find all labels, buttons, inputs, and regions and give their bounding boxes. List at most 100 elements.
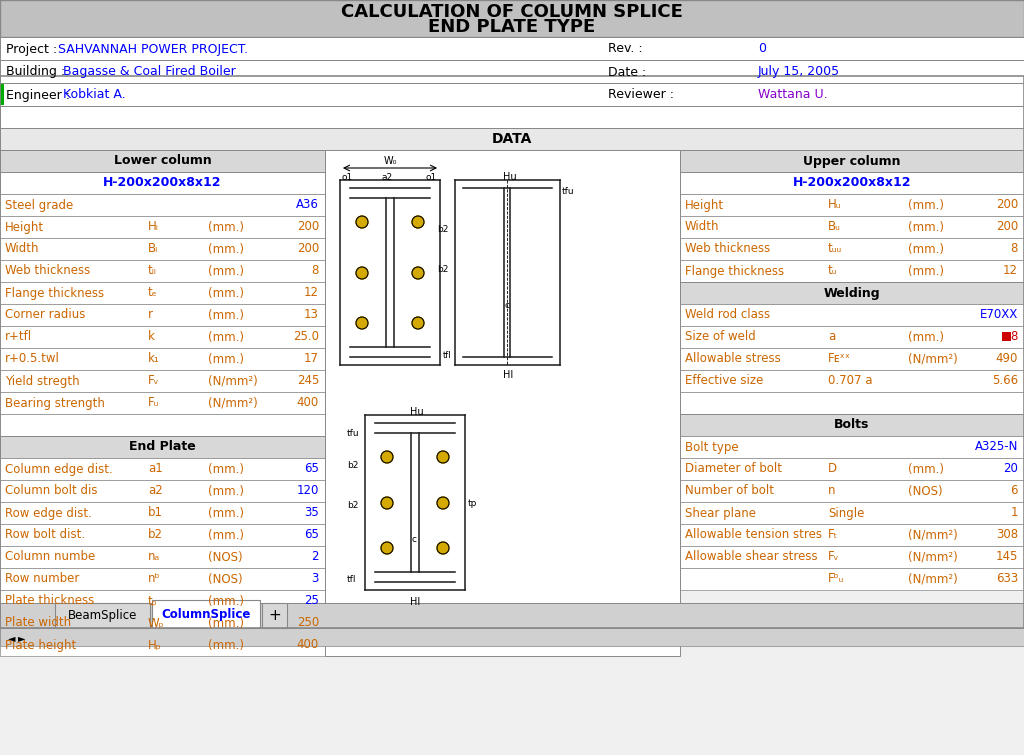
Bar: [680, 546, 1024, 568]
Text: 245: 245: [297, 374, 319, 387]
Text: (mm.): (mm.): [208, 507, 244, 519]
Text: (mm.): (mm.): [908, 463, 944, 476]
Text: tₗₗ: tₗₗ: [148, 264, 157, 278]
Bar: [0, 76, 1024, 628]
Text: Lower column: Lower column: [114, 155, 211, 168]
Bar: [0, 84, 4, 105]
Bar: [0, 370, 325, 392]
Text: k: k: [148, 331, 155, 344]
Bar: [680, 216, 1024, 238]
Text: Column numbe: Column numbe: [5, 550, 95, 563]
Text: 17: 17: [304, 353, 319, 365]
Text: a2: a2: [382, 174, 393, 183]
Text: (N/mm²): (N/mm²): [208, 396, 258, 409]
Text: b1: b1: [148, 507, 163, 519]
Bar: [680, 304, 1024, 326]
Bar: [680, 370, 1024, 392]
Text: Plate height: Plate height: [5, 639, 76, 652]
Text: 200: 200: [297, 242, 319, 255]
Text: ◄: ◄: [8, 633, 15, 643]
Text: 12: 12: [1002, 264, 1018, 278]
Text: 400: 400: [297, 639, 319, 652]
Text: (N/mm²): (N/mm²): [908, 572, 957, 585]
Text: (mm.): (mm.): [908, 199, 944, 211]
Text: A325-N: A325-N: [975, 440, 1018, 454]
Bar: [680, 568, 1024, 590]
Text: Flange thickness: Flange thickness: [5, 286, 104, 300]
Text: Building :: Building :: [6, 66, 70, 79]
Bar: [152, 600, 260, 628]
Bar: [680, 238, 1024, 260]
Text: tp: tp: [468, 498, 477, 507]
Bar: [0, 216, 325, 238]
Bar: [262, 603, 287, 628]
Text: Project :: Project :: [6, 42, 61, 56]
Text: (mm.): (mm.): [208, 463, 244, 476]
Bar: [680, 524, 1024, 546]
Circle shape: [412, 267, 424, 279]
Text: tᵤ: tᵤ: [828, 264, 838, 278]
Text: Effective size: Effective size: [685, 374, 763, 387]
Text: Height: Height: [685, 199, 724, 211]
Text: Hu: Hu: [410, 407, 424, 417]
Bar: [0, 282, 325, 304]
Text: Yield stregth: Yield stregth: [5, 374, 80, 387]
Text: 12: 12: [304, 286, 319, 300]
Bar: [0, 238, 325, 260]
Text: (mm.): (mm.): [208, 242, 244, 255]
Bar: [0, 304, 325, 326]
Text: 20: 20: [1004, 463, 1018, 476]
Text: E70XX: E70XX: [980, 309, 1018, 322]
Text: July 15, 2005: July 15, 2005: [758, 66, 840, 79]
Text: Corner radius: Corner radius: [5, 309, 85, 322]
Text: o1: o1: [342, 174, 353, 183]
Bar: [0, 414, 325, 436]
Text: (mm.): (mm.): [208, 485, 244, 498]
Text: c: c: [505, 300, 510, 310]
Text: (NOS): (NOS): [208, 550, 243, 563]
Text: b2: b2: [437, 226, 449, 235]
Circle shape: [437, 542, 449, 554]
Text: +: +: [268, 608, 281, 623]
Circle shape: [412, 216, 424, 228]
Text: ►: ►: [18, 633, 26, 643]
Text: (N/mm²): (N/mm²): [908, 528, 957, 541]
Text: Kobkiat A.: Kobkiat A.: [63, 88, 126, 101]
Text: Fᵥ: Fᵥ: [828, 550, 840, 563]
Text: (NOS): (NOS): [908, 485, 943, 498]
Text: Bₗ: Bₗ: [148, 242, 158, 255]
Bar: [0, 392, 325, 414]
Text: r+0.5.twl: r+0.5.twl: [5, 353, 59, 365]
Bar: [680, 348, 1024, 370]
Text: Wattana U.: Wattana U.: [758, 88, 827, 101]
Text: Width: Width: [685, 220, 720, 233]
Text: r: r: [148, 309, 153, 322]
Text: D: D: [828, 463, 838, 476]
Text: Web thickness: Web thickness: [685, 242, 770, 255]
Text: HI: HI: [503, 370, 513, 380]
Text: b2: b2: [347, 501, 358, 510]
Text: Shear plane: Shear plane: [685, 507, 756, 519]
Text: (mm.): (mm.): [208, 286, 244, 300]
Bar: [0, 502, 325, 524]
Bar: [0, 546, 325, 568]
Bar: [680, 172, 1024, 194]
Text: W₀: W₀: [383, 156, 396, 166]
Text: END PLATE TYPE: END PLATE TYPE: [428, 17, 596, 35]
Text: (mm.): (mm.): [208, 264, 244, 278]
Text: 8: 8: [1011, 242, 1018, 255]
Circle shape: [381, 497, 393, 509]
Circle shape: [437, 451, 449, 463]
Text: 200: 200: [297, 220, 319, 233]
Bar: [680, 194, 1024, 216]
Text: Fᵤ: Fᵤ: [148, 396, 160, 409]
Bar: [0, 634, 325, 656]
Text: 145: 145: [995, 550, 1018, 563]
Text: Wₚ: Wₚ: [148, 617, 165, 630]
Text: Hu: Hu: [503, 172, 516, 182]
Text: 6: 6: [1011, 485, 1018, 498]
Text: Fᵥ: Fᵥ: [148, 374, 160, 387]
Bar: [0, 0, 1024, 37]
Text: (mm.): (mm.): [908, 331, 944, 344]
Text: (NOS): (NOS): [208, 572, 243, 585]
